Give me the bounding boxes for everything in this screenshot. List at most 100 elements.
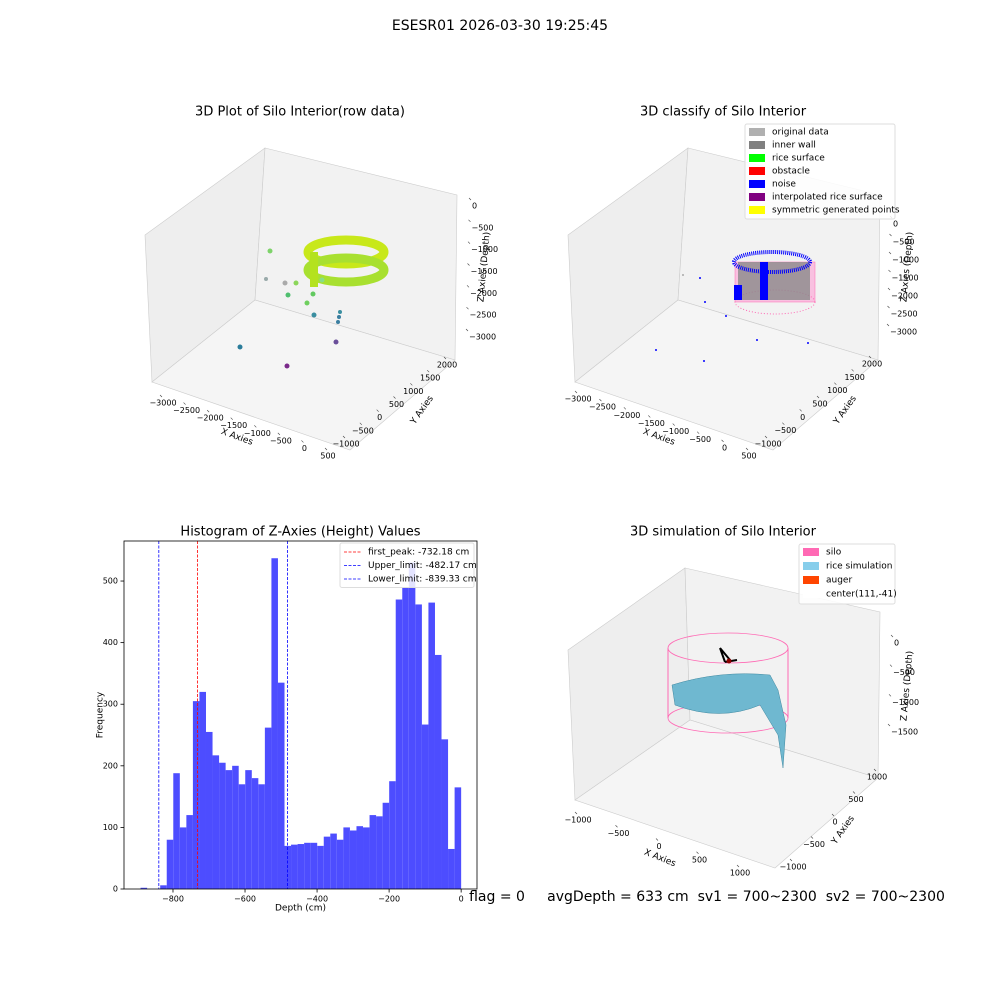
y-tick (426, 369, 430, 373)
y-tick-label: 1500 (844, 373, 864, 382)
x-tick-label: −1500 (220, 421, 247, 430)
histogram-bar (166, 839, 174, 889)
z-tick (467, 241, 471, 244)
y-tick (789, 858, 793, 862)
legend-label: silo (826, 548, 842, 558)
x-tick (721, 439, 724, 443)
legend-swatch (749, 128, 765, 136)
y-tick-label: 200 (103, 761, 118, 770)
x-tick (696, 431, 700, 434)
y-tick-label: 2000 (862, 360, 882, 369)
histogram-bar (179, 827, 187, 889)
z-tick-label: −1500 (471, 267, 498, 276)
x-axis-label: Depth (cm) (275, 904, 326, 914)
x-tick-label: −400 (306, 895, 328, 904)
histogram-bar (382, 802, 390, 889)
y-tick-label: 500 (812, 400, 827, 409)
x-tick-label: −1000 (564, 816, 591, 825)
histogram-bar (186, 815, 193, 889)
legend-label: center(111,-41) (826, 590, 897, 600)
axis-pane (574, 719, 879, 869)
legend-label: inner wall (772, 141, 816, 151)
histogram-bar (349, 830, 357, 889)
z-tick-label: −2500 (470, 311, 497, 320)
y-tick-label: −500 (352, 426, 374, 435)
legend-label: rice simulation (826, 562, 892, 572)
y-tick-label: 0 (832, 818, 837, 827)
z-tick-label: −500 (472, 223, 494, 232)
y-tick-label: 500 (848, 795, 863, 804)
x-tick (254, 425, 257, 428)
histogram-bar (336, 839, 344, 889)
x-tick-label: −1500 (638, 419, 665, 428)
histogram-bar (277, 682, 285, 889)
x-tick-label: 0 (722, 443, 727, 452)
z-tick (886, 323, 890, 327)
y-tick (393, 396, 396, 399)
y-tick-label: −500 (774, 426, 796, 435)
y-tick (816, 395, 820, 399)
legend-swatch (749, 193, 765, 201)
histogram-bar (448, 848, 455, 889)
x-tick-label: −500 (689, 435, 711, 444)
x-tick-label: −500 (608, 829, 630, 838)
x-tick-label: −2000 (197, 414, 224, 423)
legend-label: noise (772, 180, 796, 190)
plot-frame (123, 540, 478, 890)
chart-title: 3D classify of Silo Interior (640, 105, 807, 120)
z-tick (468, 219, 471, 223)
y-tick (868, 355, 872, 359)
legend-label: first_peak: -732.18 cm (368, 548, 469, 558)
x-tick (736, 864, 740, 868)
status-text: flag = 0 avgDepth = 633 cm sv1 = 700~230… (469, 889, 945, 905)
histogram-bar (395, 599, 403, 889)
y-tick (834, 382, 837, 385)
histogram-bar (415, 604, 422, 889)
histogram-bar (428, 602, 435, 889)
histogram-bar (291, 844, 298, 889)
histogram-bar (408, 562, 416, 889)
y-axis-label: Frequency (96, 691, 106, 738)
histogram-bar (323, 836, 331, 889)
histogram-bar (173, 773, 180, 889)
x-tick (324, 447, 328, 451)
z-tick-label: −1500 (891, 728, 918, 737)
x-tick (574, 390, 578, 394)
histogram-bar (251, 778, 259, 889)
legend-label: symmetric generated points (772, 206, 900, 216)
y-tick (410, 383, 413, 386)
legend-label: Upper_limit: -482.17 cm (368, 561, 477, 571)
chart-title: 3D simulation of Silo Interior (630, 525, 817, 540)
x-tick (672, 423, 675, 426)
histogram-bar (363, 827, 370, 889)
legend-swatch (749, 206, 765, 214)
z-tick-label: −500 (893, 668, 915, 677)
legend-swatch (749, 180, 765, 188)
y-tick-label: 500 (389, 400, 404, 409)
legend-label: interpolated rice surface (772, 193, 883, 203)
histogram-bar (232, 765, 239, 889)
y-tick-label: 500 (103, 577, 118, 586)
x-tick-label: 0 (656, 842, 661, 851)
legend-label: rice surface (772, 154, 825, 164)
histogram-bar (434, 654, 442, 889)
z-tick (466, 285, 470, 288)
x-tick-label: −2500 (173, 406, 200, 415)
y-tick-label: 1000 (867, 773, 887, 782)
histogram-bar (297, 844, 305, 889)
legend-swatch (803, 576, 819, 584)
histogram-bar (402, 587, 409, 889)
x-tick (623, 407, 627, 410)
y-tick (359, 422, 363, 426)
histogram-bar (238, 784, 246, 889)
z-tick-label: 0 (894, 639, 899, 648)
x-tick (615, 825, 618, 828)
x-tick-label: 500 (320, 452, 335, 461)
y-tick (342, 435, 346, 439)
histogram-bar (454, 787, 462, 889)
histogram-bar (421, 724, 429, 889)
z-tick-label: −1000 (471, 245, 498, 254)
y-tick-label: 0 (377, 413, 382, 422)
x-tick (206, 409, 210, 413)
